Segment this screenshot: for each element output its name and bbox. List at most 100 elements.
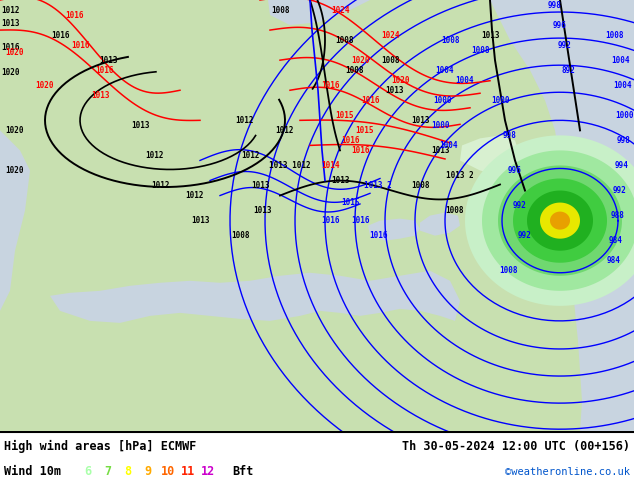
Text: 1024: 1024: [331, 5, 349, 15]
Polygon shape: [50, 271, 460, 323]
Text: 1013: 1013: [253, 206, 271, 215]
Text: 1024: 1024: [381, 30, 399, 40]
Text: 1013: 1013: [91, 91, 109, 100]
Text: 988: 988: [611, 211, 625, 220]
Text: 1008: 1008: [336, 36, 354, 45]
Text: 1013: 1013: [1, 19, 19, 27]
Text: 1013: 1013: [385, 86, 404, 95]
Text: 1012: 1012: [186, 191, 204, 200]
Text: 984: 984: [609, 236, 623, 245]
Text: 1016: 1016: [66, 11, 84, 20]
Text: 1013 2: 1013 2: [446, 171, 474, 180]
Text: 11: 11: [181, 465, 195, 478]
Text: 1008: 1008: [411, 181, 429, 190]
Text: 1016: 1016: [351, 146, 369, 155]
Text: 1012: 1012: [236, 116, 254, 125]
Text: 996: 996: [508, 166, 522, 175]
Polygon shape: [540, 202, 580, 239]
Polygon shape: [550, 212, 570, 230]
Text: 998: 998: [503, 131, 517, 140]
Text: 1008: 1008: [441, 36, 459, 45]
Text: 1020: 1020: [1, 68, 19, 77]
Text: 1015: 1015: [356, 126, 374, 135]
Text: 992: 992: [518, 231, 532, 240]
Text: 10: 10: [161, 465, 175, 478]
Text: 1004: 1004: [456, 76, 474, 85]
Text: 1013: 1013: [331, 176, 349, 185]
Text: 992: 992: [513, 201, 527, 210]
Text: 1020: 1020: [351, 56, 369, 65]
Text: 1020: 1020: [36, 81, 55, 90]
Text: 1016: 1016: [1, 43, 19, 51]
Text: 1020: 1020: [391, 76, 410, 85]
Text: 998: 998: [548, 0, 562, 9]
Text: 1008: 1008: [471, 46, 489, 55]
Text: 1004: 1004: [439, 141, 457, 150]
Text: 1000: 1000: [433, 96, 451, 105]
Text: 1013: 1013: [131, 121, 149, 130]
Text: 1013: 1013: [99, 56, 117, 65]
Text: 1020: 1020: [6, 166, 24, 175]
Text: 1015: 1015: [336, 111, 354, 120]
Text: 1008: 1008: [346, 66, 365, 74]
Polygon shape: [513, 178, 607, 263]
Text: 9: 9: [145, 465, 152, 478]
Text: High wind areas [hPa] ECMWF: High wind areas [hPa] ECMWF: [4, 440, 197, 453]
Text: 1008: 1008: [605, 30, 624, 40]
Text: 992: 992: [558, 41, 572, 49]
Polygon shape: [465, 135, 634, 306]
Text: 1013 2: 1013 2: [364, 181, 392, 190]
Text: 1008: 1008: [231, 231, 249, 240]
Text: 996: 996: [553, 21, 567, 29]
Text: 1016: 1016: [351, 216, 369, 225]
Text: 12: 12: [201, 465, 215, 478]
Text: 1014: 1014: [321, 161, 339, 170]
Text: 1016: 1016: [369, 231, 387, 240]
Text: 1013: 1013: [430, 146, 450, 155]
Text: Bft: Bft: [232, 465, 254, 478]
Text: 1013: 1013: [411, 116, 429, 125]
Text: 1008: 1008: [499, 266, 517, 275]
Text: 1016: 1016: [340, 136, 359, 145]
Text: 1013 1012: 1013 1012: [269, 161, 311, 170]
Text: 998: 998: [617, 136, 631, 145]
Text: 984: 984: [607, 256, 621, 265]
Polygon shape: [527, 191, 593, 251]
Text: 1004: 1004: [436, 66, 454, 74]
Polygon shape: [482, 150, 634, 291]
Text: 1013: 1013: [191, 216, 209, 225]
Text: Th 30-05-2024 12:00 UTC (00+156): Th 30-05-2024 12:00 UTC (00+156): [402, 440, 630, 453]
Polygon shape: [268, 0, 370, 25]
Text: 994: 994: [615, 161, 629, 170]
Text: 1012: 1012: [1, 5, 19, 15]
Polygon shape: [498, 166, 622, 276]
Text: 1000: 1000: [430, 121, 450, 130]
Polygon shape: [460, 135, 520, 175]
Text: Wind 10m: Wind 10m: [4, 465, 61, 478]
Text: 6: 6: [84, 465, 91, 478]
Text: ©weatheronline.co.uk: ©weatheronline.co.uk: [505, 467, 630, 477]
Text: 1000: 1000: [491, 96, 509, 105]
Text: 1020: 1020: [6, 126, 24, 135]
Text: 7: 7: [105, 465, 112, 478]
Text: 1015: 1015: [340, 198, 359, 207]
Text: 1000: 1000: [615, 111, 633, 120]
Text: 1008: 1008: [381, 56, 399, 65]
Text: 1016: 1016: [321, 216, 339, 225]
Text: 1016: 1016: [71, 41, 89, 49]
Text: 1016: 1016: [96, 66, 114, 74]
Text: 1013: 1013: [481, 30, 499, 40]
Text: 1004: 1004: [612, 81, 631, 90]
Text: 1020: 1020: [6, 48, 24, 57]
Text: 1012: 1012: [151, 181, 169, 190]
Text: 1016: 1016: [321, 81, 339, 90]
Text: 992: 992: [613, 186, 627, 195]
Text: 1008: 1008: [271, 5, 289, 15]
Text: 892: 892: [561, 66, 575, 74]
Text: 1016: 1016: [361, 96, 379, 105]
Text: 8: 8: [124, 465, 132, 478]
Text: 1004: 1004: [611, 56, 630, 65]
Text: 1012: 1012: [146, 151, 164, 160]
Text: 1012: 1012: [276, 126, 294, 135]
Text: 1013: 1013: [251, 181, 269, 190]
